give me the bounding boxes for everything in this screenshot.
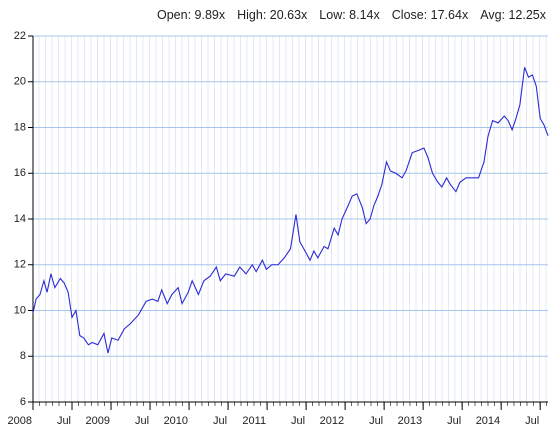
- stat: High: 20.63x: [237, 8, 308, 22]
- x-tick-label: 2009: [86, 415, 110, 427]
- x-tick-label: Jul: [213, 415, 227, 427]
- stats-header: Open: 9.89x High: 20.63x Low: 8.14x Close: …: [157, 8, 547, 22]
- x-tick-label: 2008: [8, 415, 32, 427]
- x-tick-label: 2014: [476, 415, 500, 427]
- line-series: [32, 67, 549, 354]
- x-tick-label: 2010: [164, 415, 188, 427]
- x-tick-label: Jul: [57, 415, 71, 427]
- x-tick-label: 2012: [320, 415, 344, 427]
- x-tick-label: Jul: [135, 415, 149, 427]
- y-tick-label: 12: [14, 259, 26, 271]
- x-tick-label: Jul: [525, 415, 539, 427]
- stat: Avg: 12.25x: [480, 8, 547, 22]
- y-tick-label: 16: [14, 167, 26, 179]
- y-tick-label: 14: [14, 213, 26, 225]
- stat: Open: 9.89x: [157, 8, 226, 22]
- y-tick-label: 20: [14, 76, 26, 88]
- x-tick-label: Jul: [291, 415, 305, 427]
- stat: Close: 17.64x: [392, 8, 469, 22]
- y-tick-label: 18: [14, 121, 26, 133]
- y-tick-label: 10: [14, 304, 26, 316]
- y-tick-label: 6: [20, 396, 26, 408]
- x-tick-label: 2011: [242, 415, 266, 427]
- stat: Low: 8.14x: [319, 8, 380, 22]
- x-tick-label: 2013: [398, 415, 422, 427]
- x-tick-label: Jul: [447, 415, 461, 427]
- x-tick-label: Jul: [369, 415, 383, 427]
- y-tick-label: 22: [14, 30, 26, 42]
- y-tick-label: 8: [20, 350, 26, 362]
